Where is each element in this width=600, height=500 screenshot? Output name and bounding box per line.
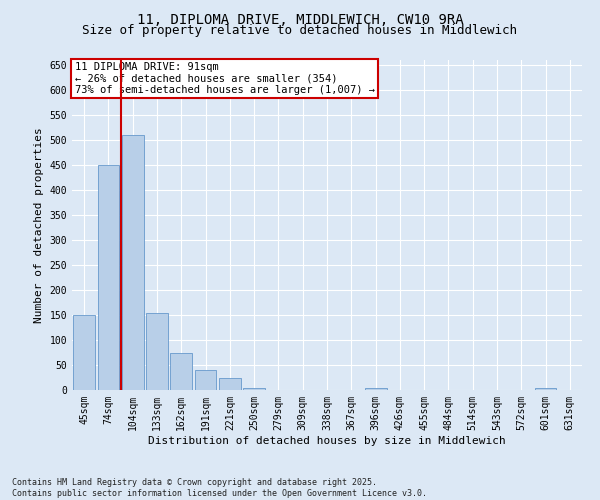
Text: Size of property relative to detached houses in Middlewich: Size of property relative to detached ho… (83, 24, 517, 37)
Bar (97, 165, 119, 390)
Bar (365, 388, 386, 390)
Text: 11, DIPLOMA DRIVE, MIDDLEWICH, CW10 9RA: 11, DIPLOMA DRIVE, MIDDLEWICH, CW10 9RA (137, 12, 463, 26)
Bar (73, 315, 95, 390)
Bar (243, 388, 265, 390)
Y-axis label: Number of detached properties: Number of detached properties (34, 127, 44, 323)
Bar (146, 312, 168, 390)
Text: 11 DIPLOMA DRIVE: 91sqm
← 26% of detached houses are smaller (354)
73% of semi-d: 11 DIPLOMA DRIVE: 91sqm ← 26% of detache… (74, 62, 374, 95)
Bar (219, 378, 241, 390)
Bar (170, 352, 192, 390)
Bar (535, 388, 556, 390)
Text: Contains HM Land Registry data © Crown copyright and database right 2025.
Contai: Contains HM Land Registry data © Crown c… (12, 478, 427, 498)
Bar (122, 135, 143, 390)
Bar (194, 370, 217, 390)
X-axis label: Distribution of detached houses by size in Middlewich: Distribution of detached houses by size … (148, 436, 506, 446)
